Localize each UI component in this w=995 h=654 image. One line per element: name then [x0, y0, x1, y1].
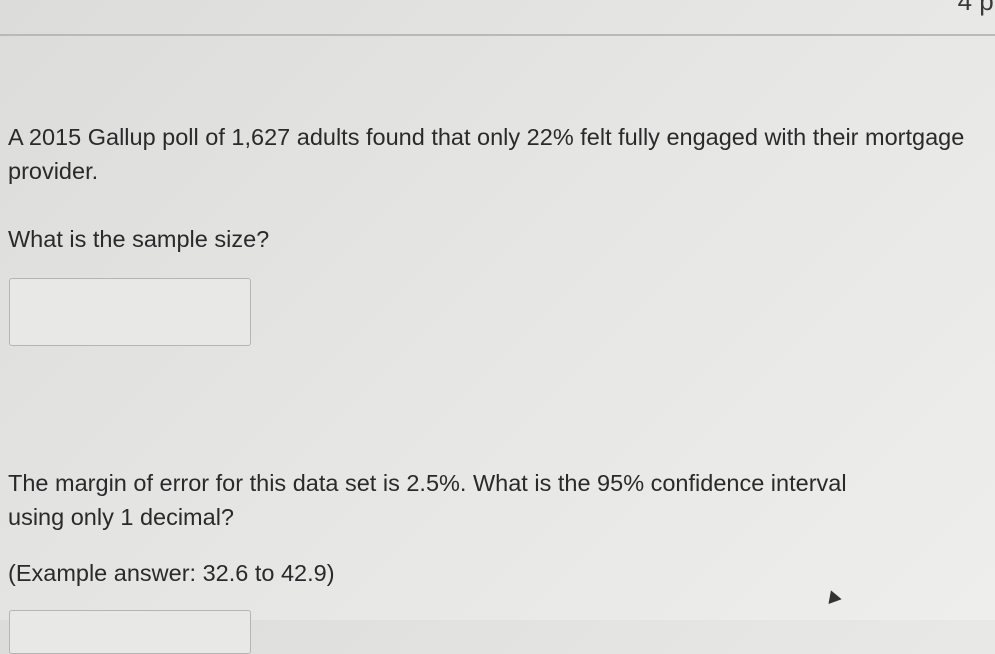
- example-answer: (Example answer: 32.6 to 42.9): [8, 560, 335, 586]
- confidence-interval-input[interactable]: [9, 610, 251, 654]
- points-label: 4 pt: [957, 0, 995, 16]
- question-sample-size: What is the sample size?: [8, 226, 270, 252]
- sample-size-input[interactable]: [9, 278, 251, 346]
- mouse-cursor-icon: [824, 587, 842, 605]
- question-intro: A 2015 Gallup poll of 1,627 adults found…: [8, 124, 965, 184]
- question-confidence-interval: The margin of error for this data set is…: [8, 470, 847, 530]
- divider: [0, 34, 995, 36]
